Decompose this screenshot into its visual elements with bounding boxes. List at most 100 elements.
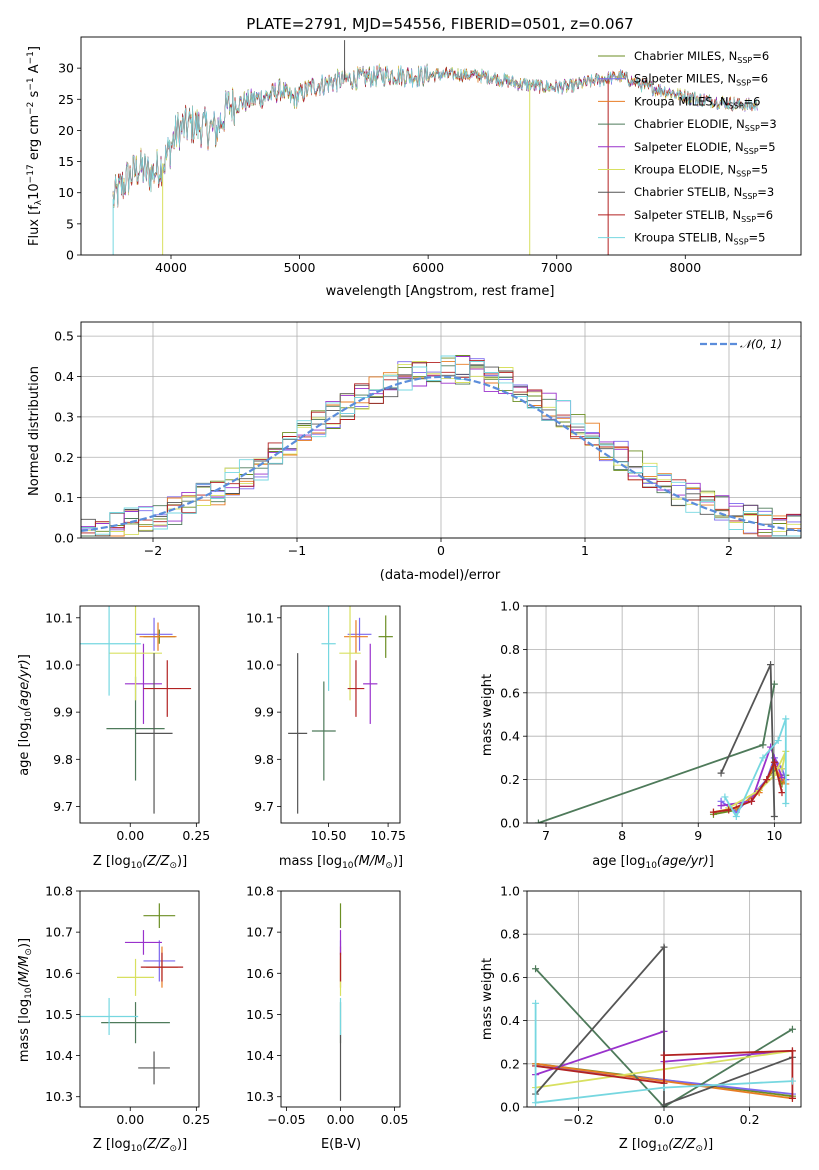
mass-weight-marker <box>788 1077 796 1085</box>
mass-weight-marker <box>532 999 540 1007</box>
mass-weight-marker <box>759 754 767 762</box>
y-tick-label: 10.6 <box>246 966 274 981</box>
mass-weight-marker <box>770 680 778 688</box>
y-tick-label: 10.6 <box>45 966 73 981</box>
y-tick-label: 5 <box>66 216 74 231</box>
mass-weight-marker <box>778 765 786 773</box>
ageZ-x-label: Z [log10(Z/Z⊙)] <box>93 854 187 871</box>
y-tick-label: 1.0 <box>500 884 520 899</box>
x-tick-label: 4000 <box>155 260 187 275</box>
legend-entry: Salpeter MILES, NSSP=6 <box>634 72 768 88</box>
legend-entry: Chabrier MILES, NSSP=6 <box>634 49 769 65</box>
y-tick-label: 0.1 <box>54 490 74 505</box>
x-tick-label: 8 <box>618 828 626 843</box>
x-tick-label: 1 <box>581 543 589 558</box>
y-tick-label: 9.7 <box>254 799 274 814</box>
x-tick-label: 0.05 <box>381 1112 409 1127</box>
y-tick-label: 10.0 <box>45 657 73 672</box>
axes-frame <box>80 321 802 539</box>
y-tick-label: 9.9 <box>254 705 274 720</box>
y-tick-label: 0.4 <box>54 369 74 384</box>
x-tick-label: 0.00 <box>116 1112 144 1127</box>
age-vs-mass-panel: 10.50 10.75 9.7 9.8 9.9 10.0 10.1 <box>246 605 406 843</box>
axes-frame <box>280 605 401 824</box>
mass-weight-vs-metallicity-panel: −0.2 0.0 0.2 0.0 0.2 0.4 0.6 0.8 1.0 <box>500 884 802 1127</box>
mass-weight-marker <box>778 789 786 797</box>
plot-area <box>112 40 758 255</box>
x-tick-label: 0.25 <box>182 1112 210 1127</box>
y-tick-label: 1.0 <box>500 599 520 614</box>
histogram-y-label: Normed distribution <box>27 366 42 496</box>
mass-weight-marker <box>770 771 778 779</box>
y-tick-label: 30 <box>58 61 74 76</box>
legend-entry: Kroupa ELODIE, NSSP=5 <box>634 163 768 179</box>
mass-weight-marker <box>782 799 790 807</box>
legend-entry: Salpeter STELIB, NSSP=6 <box>634 208 773 224</box>
mass-weight-series-line <box>720 664 776 817</box>
x-tick-label: 7 <box>542 828 550 843</box>
mass-weight-marker <box>748 797 756 805</box>
y-tick-label: 0.2 <box>54 450 74 465</box>
y-tick-label: 20 <box>58 123 74 138</box>
histogram-series-step <box>81 355 801 537</box>
mass-weight-marker <box>763 776 771 784</box>
y-tick-label: 0.0 <box>500 1100 520 1115</box>
ageM-x-label: mass [log10(M/M⊙)] <box>279 854 403 871</box>
y-tick-label: 10.3 <box>246 1089 274 1104</box>
x-tick-label: 2 <box>725 543 733 558</box>
y-tick-label: 10.5 <box>45 1007 73 1022</box>
histogram-x-label: (data-model)/error <box>380 568 501 583</box>
x-tick-label: −1 <box>288 543 306 558</box>
legend-entry: Salpeter ELODIE, NSSP=5 <box>634 140 776 156</box>
y-tick-label: 10.4 <box>45 1048 73 1063</box>
mass-weight-marker <box>770 758 778 766</box>
mass-weight-marker <box>759 741 767 749</box>
mass-weight-series-line <box>534 944 793 1107</box>
y-tick-label: 10.1 <box>45 610 73 625</box>
mZ-x-label: Z [log10(Z/Z⊙)] <box>93 1137 187 1154</box>
axes-frame <box>79 605 200 824</box>
plot-area <box>534 661 790 823</box>
x-tick-label: 8000 <box>669 260 701 275</box>
y-tick-label: 10.8 <box>246 884 274 899</box>
mass-weight-marker <box>717 769 725 777</box>
mass-weight-marker <box>732 812 740 820</box>
x-tick-label: 0.00 <box>116 828 144 843</box>
mass-weight-series-line <box>534 1003 793 1104</box>
mass-weight-marker <box>660 1084 668 1092</box>
wZ-x-label: Z [log10(Z/Z⊙)] <box>619 1137 713 1154</box>
y-tick-label: 0.0 <box>500 816 520 831</box>
spectrum-panel: 4000 5000 6000 7000 8000 0 5 10 15 20 25 30 Chabrier… <box>58 36 802 275</box>
y-tick-label: 0 <box>66 248 74 263</box>
y-tick-label: 0.2 <box>500 772 520 787</box>
y-tick-label: 0.6 <box>500 685 520 700</box>
x-tick-label: 10.75 <box>370 828 406 843</box>
plot-area <box>80 903 184 1085</box>
plot-area <box>288 606 393 814</box>
mass-weight-vs-age-panel: 7 8 9 10 0.0 0.2 0.4 0.6 0.8 1.0 <box>500 599 802 843</box>
y-tick-label: 0.4 <box>500 729 520 744</box>
wAge-y-label: mass weight <box>480 674 495 756</box>
mass-weight-marker <box>788 1094 796 1102</box>
y-tick-label: 9.8 <box>254 752 274 767</box>
spectrum-series-line <box>112 64 758 205</box>
x-tick-label: 10.50 <box>311 828 347 843</box>
y-tick-label: 10.8 <box>45 884 73 899</box>
mass-weight-marker <box>788 1047 796 1055</box>
axes-frame <box>526 890 802 1108</box>
y-tick-label: 9.9 <box>53 705 73 720</box>
mass-weight-marker <box>782 715 790 723</box>
mass-weight-marker <box>721 793 729 801</box>
mass-weight-marker <box>770 812 778 820</box>
wZ-y-label: mass weight <box>480 958 495 1040</box>
wAge-x-label: age [log10(age/yr)] <box>592 854 714 871</box>
y-tick-label: 10.7 <box>246 925 274 940</box>
x-tick-label: 0 <box>437 543 445 558</box>
y-tick-label: 10.3 <box>45 1089 73 1104</box>
legend-entry: Chabrier STELIB, NSSP=3 <box>634 185 774 201</box>
x-tick-label: 9 <box>694 828 702 843</box>
mZ-y-label: mass [log10(M/M⊙)] <box>17 938 34 1062</box>
y-tick-label: 10.5 <box>246 1007 274 1022</box>
x-tick-label: 7000 <box>541 260 573 275</box>
